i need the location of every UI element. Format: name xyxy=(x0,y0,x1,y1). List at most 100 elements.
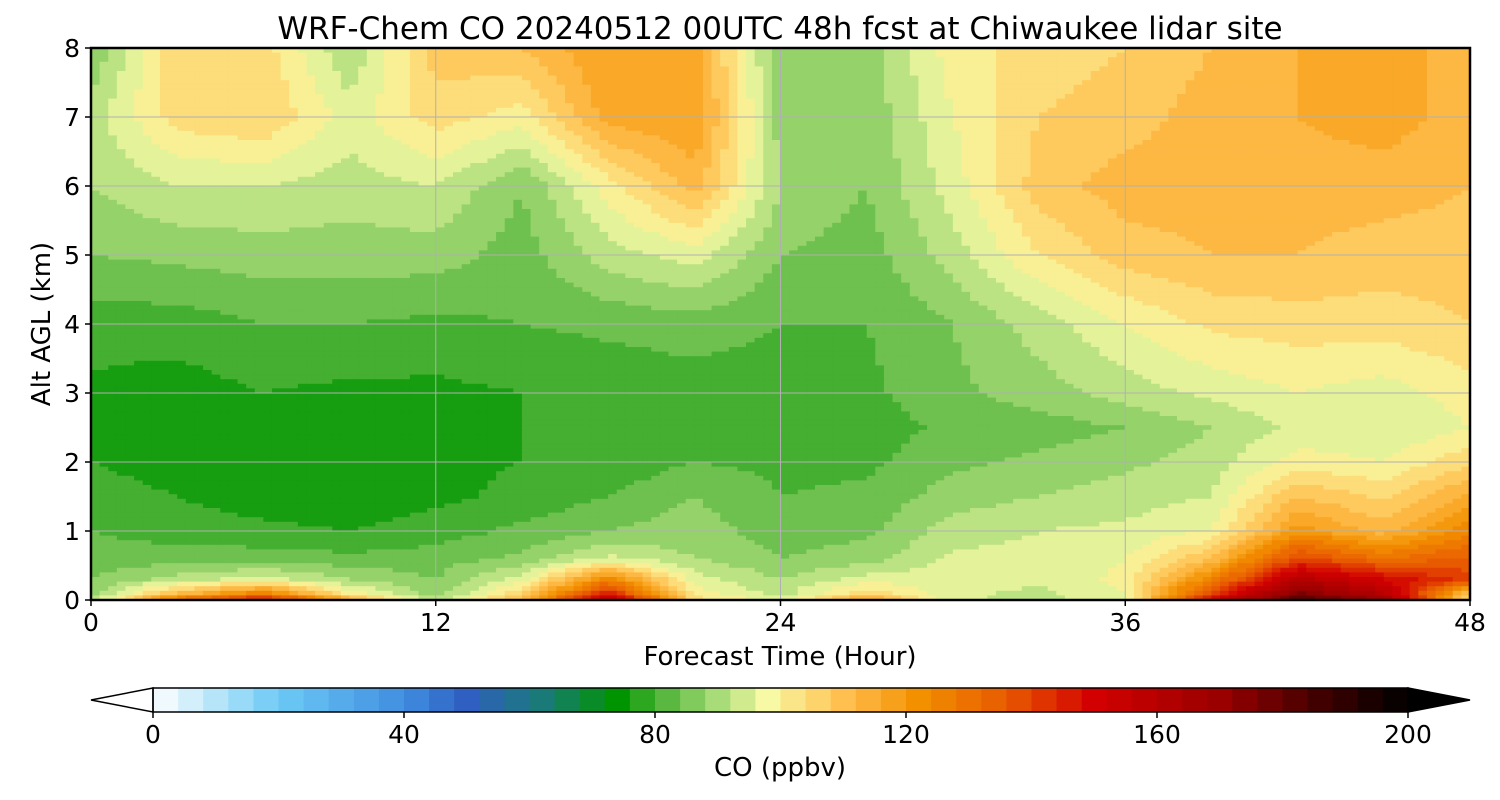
field-cell xyxy=(263,98,273,104)
field-cell xyxy=(323,153,333,159)
field-cell xyxy=(409,126,420,132)
field-cell xyxy=(883,126,894,132)
field-cell xyxy=(780,167,790,173)
field-cell xyxy=(1220,84,1230,90)
field-cell xyxy=(1306,163,1316,169)
field-cell xyxy=(323,71,333,77)
field-cell xyxy=(349,98,359,104)
field-cell xyxy=(573,130,583,136)
field-cell xyxy=(1194,112,1204,118)
field-cell xyxy=(340,94,351,100)
field-cell xyxy=(108,176,118,182)
field-cell xyxy=(1383,144,1394,150)
field-cell xyxy=(478,66,489,72)
field-cell xyxy=(1185,66,1195,72)
field-cell xyxy=(789,153,799,159)
field-cell xyxy=(702,186,713,192)
field-cell xyxy=(720,103,730,109)
field-cell xyxy=(685,186,695,192)
field-cell xyxy=(315,52,325,58)
field-cell xyxy=(487,144,497,150)
field-cell xyxy=(685,149,695,155)
field-cell xyxy=(1271,89,1281,95)
field-cell xyxy=(883,89,894,95)
field-cell xyxy=(487,172,497,178)
field-cell xyxy=(771,98,782,104)
field-cell xyxy=(780,61,790,67)
field-cell xyxy=(754,89,764,95)
field-cell xyxy=(366,112,377,118)
field-cell xyxy=(633,112,644,118)
field-cell xyxy=(970,149,980,155)
field-cell xyxy=(125,121,135,127)
field-cell xyxy=(375,190,385,196)
field-cell xyxy=(375,98,385,104)
field-cell xyxy=(901,130,911,136)
field-cell xyxy=(211,167,221,173)
field-cell xyxy=(1116,163,1126,169)
field-cell xyxy=(1306,126,1316,132)
field-cell xyxy=(478,89,489,95)
field-cell xyxy=(927,149,937,155)
field-cell xyxy=(1289,186,1299,192)
field-cell xyxy=(849,176,859,182)
field-cell xyxy=(289,52,299,58)
field-cell xyxy=(280,112,290,118)
field-cell xyxy=(952,52,963,58)
field-cell xyxy=(823,71,833,77)
field-cell xyxy=(168,112,178,118)
field-cell xyxy=(866,126,876,132)
field-cell xyxy=(297,66,308,72)
field-cell xyxy=(616,89,626,95)
field-cell xyxy=(978,52,988,58)
field-cell xyxy=(651,84,661,90)
field-cell xyxy=(573,89,583,95)
field-cell xyxy=(185,121,196,127)
field-cell xyxy=(858,75,868,81)
field-cell xyxy=(728,130,739,136)
field-cell xyxy=(427,121,437,127)
field-cell xyxy=(427,112,437,118)
field-cell xyxy=(1159,140,1169,146)
field-cell xyxy=(1461,98,1470,104)
field-cell xyxy=(444,61,454,67)
field-cell xyxy=(401,172,411,178)
field-cell xyxy=(659,144,670,150)
field-cell xyxy=(211,190,221,196)
field-cell xyxy=(108,61,118,67)
field-cell xyxy=(1073,71,1083,77)
field-cell xyxy=(608,75,618,81)
field-cell xyxy=(108,130,118,136)
field-cell xyxy=(814,117,825,123)
field-cell xyxy=(1263,140,1273,146)
field-cell xyxy=(1323,130,1333,136)
field-cell xyxy=(565,66,575,72)
field-cell xyxy=(1125,176,1135,182)
field-cell xyxy=(496,94,506,100)
field-cell xyxy=(789,181,799,187)
field-cell xyxy=(1039,149,1049,155)
field-cell xyxy=(401,149,411,155)
field-cell xyxy=(1056,75,1066,81)
field-cell xyxy=(487,48,497,54)
field-cell xyxy=(797,103,807,109)
field-cell xyxy=(1013,98,1023,104)
field-cell xyxy=(935,112,945,118)
field-cell xyxy=(159,181,170,187)
field-cell xyxy=(995,66,1006,72)
field-cell xyxy=(220,103,230,109)
field-cell xyxy=(633,57,644,63)
field-cell xyxy=(995,149,1006,155)
field-cell xyxy=(470,89,480,95)
field-cell xyxy=(323,144,333,150)
field-cell xyxy=(1151,163,1161,169)
field-cell xyxy=(728,144,739,150)
field-cell xyxy=(995,80,1006,86)
field-cell xyxy=(1375,167,1385,173)
field-cell xyxy=(1056,98,1066,104)
field-cell xyxy=(883,167,894,173)
field-cell xyxy=(995,103,1006,109)
field-cell xyxy=(961,149,971,155)
field-cell xyxy=(125,75,135,81)
field-cell xyxy=(875,98,885,104)
